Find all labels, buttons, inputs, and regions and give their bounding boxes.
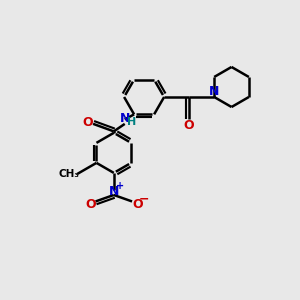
Text: O: O	[85, 198, 96, 211]
Text: O: O	[132, 198, 143, 211]
Text: N: N	[109, 185, 119, 198]
Text: N: N	[209, 85, 220, 98]
Text: N: N	[119, 112, 130, 125]
Text: −: −	[139, 193, 149, 206]
Text: O: O	[82, 116, 93, 129]
Text: O: O	[184, 119, 194, 132]
Text: CH₃: CH₃	[58, 169, 80, 179]
Text: H: H	[127, 117, 136, 127]
Text: +: +	[116, 181, 124, 191]
